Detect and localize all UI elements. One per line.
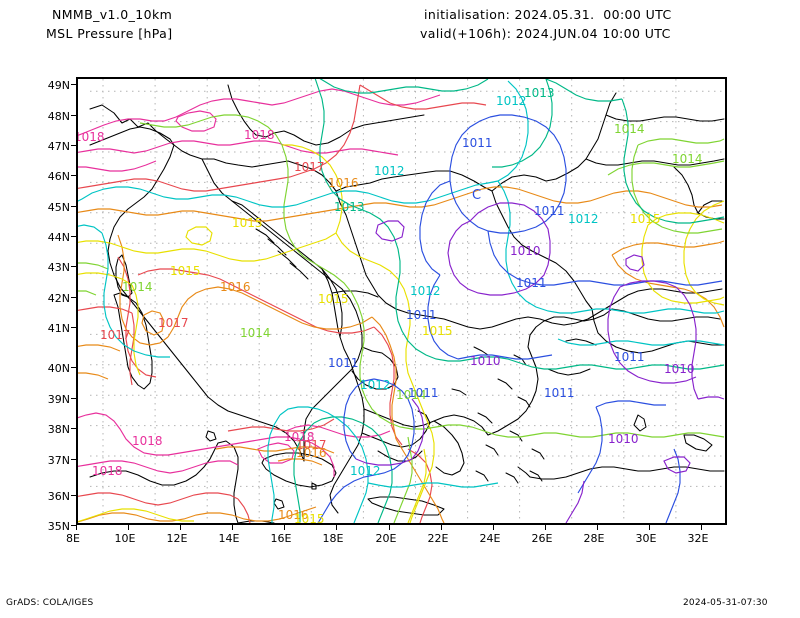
y-tick-label: 46N <box>47 170 70 183</box>
svg-text:1014: 1014 <box>240 326 271 340</box>
svg-text:1010: 1010 <box>470 354 501 368</box>
x-tick-label: 20E <box>375 532 397 545</box>
svg-text:1011: 1011 <box>328 356 359 370</box>
render-timestamp-label: 2024-05-31-07:30 <box>683 598 768 608</box>
svg-text:1012: 1012 <box>350 464 381 478</box>
grads-credit-label: GrADS: COLA/IGES <box>6 598 94 608</box>
contour-1016 <box>78 186 725 523</box>
y-tick-label: 48N <box>47 110 70 123</box>
x-tick-label: 18E <box>322 532 344 545</box>
contour-1017 <box>78 84 487 523</box>
svg-text:1010: 1010 <box>608 432 639 446</box>
x-tick-label: 10E <box>114 532 136 545</box>
initialisation-time-label: initialisation: 2024.05.31. 00:00 UTC <box>424 7 672 22</box>
svg-text:1012: 1012 <box>374 164 405 178</box>
y-tick-label: 35N <box>47 520 70 533</box>
svg-text:1015: 1015 <box>318 292 349 306</box>
contour-1014 <box>78 114 725 523</box>
y-tick-label: 39N <box>47 393 70 406</box>
contour-1013 <box>293 79 725 523</box>
svg-text:1011: 1011 <box>408 386 439 400</box>
svg-text:1016: 1016 <box>278 508 309 522</box>
contour-labels: 1018 1018 1018 1018 1018 1017 1017 1017 … <box>78 86 703 523</box>
low-center-marker: C <box>472 188 481 203</box>
contour-1011 <box>317 114 723 523</box>
svg-text:1018: 1018 <box>92 464 123 478</box>
svg-text:1014: 1014 <box>672 152 703 166</box>
y-tick-label: 38N <box>47 423 70 436</box>
contour-1012 <box>78 80 725 523</box>
model-name-label: NMMB_v1.0_10km <box>52 7 173 22</box>
svg-text:1016: 1016 <box>220 280 251 294</box>
x-tick-label: 14E <box>218 532 240 545</box>
svg-text:1017: 1017 <box>158 316 189 330</box>
svg-text:1011: 1011 <box>516 276 547 290</box>
y-tick-label: 41N <box>47 322 70 335</box>
svg-text:1018: 1018 <box>78 130 105 144</box>
svg-text:1016: 1016 <box>328 176 359 190</box>
svg-text:1011: 1011 <box>614 350 645 364</box>
svg-text:1014: 1014 <box>396 388 427 402</box>
svg-text:1011: 1011 <box>406 308 437 322</box>
y-tick-label: 37N <box>47 454 70 467</box>
svg-text:1012: 1012 <box>568 212 599 226</box>
svg-text:1017: 1017 <box>296 438 327 452</box>
svg-text:1012: 1012 <box>496 94 527 108</box>
x-tick-label: 28E <box>583 532 605 545</box>
svg-text:1013: 1013 <box>524 86 555 100</box>
svg-text:1012: 1012 <box>410 284 441 298</box>
svg-text:1014: 1014 <box>614 122 645 136</box>
contour-map-plot-area: C 1018 1018 1018 1018 1018 1017 1017 101… <box>76 77 727 525</box>
svg-text:1018: 1018 <box>244 128 275 142</box>
y-tick-label: 45N <box>47 201 70 214</box>
x-tick-label: 24E <box>479 532 501 545</box>
map-svg: C 1018 1018 1018 1018 1018 1017 1017 101… <box>78 79 725 523</box>
svg-text:1015: 1015 <box>232 216 263 230</box>
svg-text:1010: 1010 <box>510 244 541 258</box>
y-tick-label: 43N <box>47 261 70 274</box>
coastlines-and-borders <box>89 84 725 523</box>
contour-1018 <box>78 88 441 477</box>
x-tick-label: 22E <box>427 532 449 545</box>
svg-text:1011: 1011 <box>544 386 575 400</box>
svg-text:1014: 1014 <box>122 280 153 294</box>
x-tick-label: 30E <box>635 532 657 545</box>
svg-text:1012: 1012 <box>360 378 391 392</box>
x-tick-label: 8E <box>66 532 80 545</box>
x-tick-label: 12E <box>166 532 188 545</box>
svg-text:1015: 1015 <box>422 324 453 338</box>
svg-text:1011: 1011 <box>462 136 493 150</box>
svg-text:1011: 1011 <box>534 204 565 218</box>
svg-text:1015: 1015 <box>630 212 661 226</box>
y-tick-label: 40N <box>47 362 70 375</box>
svg-text:1018: 1018 <box>284 430 315 444</box>
y-tick-label: 42N <box>47 292 70 305</box>
contour-1010 <box>355 202 725 523</box>
field-name-label: MSL Pressure [hPa] <box>46 26 173 41</box>
y-tick-label: 49N <box>47 79 70 92</box>
svg-text:1013: 1013 <box>334 200 365 214</box>
svg-text:1016: 1016 <box>296 446 327 460</box>
svg-text:1015: 1015 <box>170 264 201 278</box>
valid-time-label: valid(+106h): 2024.JUN.04 10:00 UTC <box>420 26 671 41</box>
svg-text:1017: 1017 <box>294 160 325 174</box>
svg-text:1018: 1018 <box>132 434 163 448</box>
svg-text:1015: 1015 <box>294 512 325 523</box>
x-tick-label: 16E <box>270 532 292 545</box>
x-tick-label: 26E <box>531 532 553 545</box>
y-tick-label: 47N <box>47 140 70 153</box>
x-tick-label: 32E <box>687 532 709 545</box>
svg-text:1010: 1010 <box>664 362 695 376</box>
y-tick-label: 36N <box>47 490 70 503</box>
contour-1015 <box>78 144 725 523</box>
y-tick-label: 44N <box>47 231 70 244</box>
svg-text:1017: 1017 <box>100 328 131 342</box>
